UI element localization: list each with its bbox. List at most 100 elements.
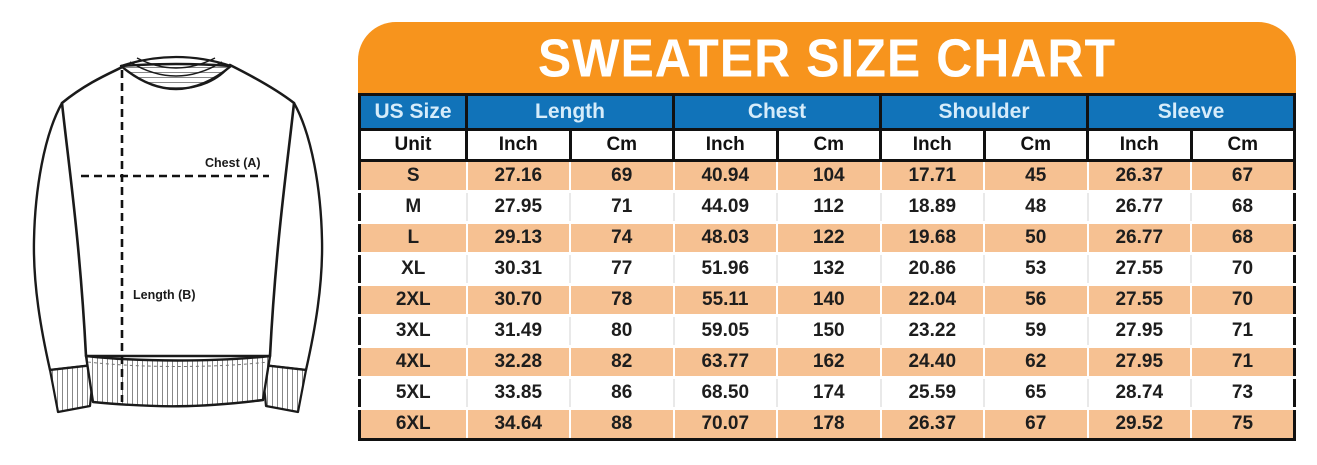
measurement-cell: 44.09: [672, 190, 777, 223]
unit-cell: Cm: [568, 128, 675, 162]
column-header-shoulder: Shoulder: [879, 93, 1089, 131]
size-row-3xl: 3XL 31.49 80 59.05 150 23.22 59 27.95 71: [359, 314, 1295, 347]
measurement-cell: 51.96: [672, 252, 777, 285]
measurement-cell: 27.95: [1086, 314, 1191, 347]
size-table: US Size Length Chest Shoulder Sleeve Uni…: [358, 93, 1296, 441]
size-row-m: M 27.95 71 44.09 112 18.89 48 26.77 68: [359, 190, 1295, 223]
size-row-l: L 29.13 74 48.03 122 19.68 50 26.77 68: [359, 221, 1295, 254]
measurement-cell: 71: [1190, 345, 1295, 378]
measurement-cell: 65: [983, 376, 1088, 409]
measurement-cell: 68.50: [672, 376, 777, 409]
measurement-cell: 28.74: [1086, 376, 1191, 409]
unit-header-row: Unit Inch Cm Inch Cm Inch Cm Inch Cm: [358, 128, 1296, 162]
measurement-cell: 132: [776, 252, 881, 285]
size-row-4xl: 4XL 32.28 82 63.77 162 24.40 62 27.95 71: [359, 345, 1295, 378]
size-table-body: S 27.16 69 40.94 104 17.71 45 26.37 67 M 27.95 71 44…: [359, 159, 1295, 440]
measurement-cell: 82: [569, 345, 674, 378]
measurement-cell: 29.52: [1086, 407, 1191, 440]
measurement-cell: 62: [983, 345, 1088, 378]
measurement-cell: 150: [776, 314, 881, 347]
size-row-s: S 27.16 69 40.94 104 17.71 45 26.37 67: [359, 159, 1295, 192]
length-label: Length (B): [133, 288, 195, 302]
unit-cell: Inch: [879, 128, 986, 162]
measurement-cell: 27.95: [1086, 345, 1191, 378]
unit-cell: Inch: [672, 128, 779, 162]
measurement-cell: 69: [569, 159, 674, 192]
measurement-cell: 59: [983, 314, 1088, 347]
measurement-cell: 29.13: [465, 221, 570, 254]
measurement-cell: 67: [1190, 159, 1295, 192]
measurement-cell: 178: [776, 407, 881, 440]
left-cuff: [48, 363, 96, 414]
measurement-cell: 17.71: [879, 159, 984, 192]
hem-band: [84, 354, 272, 408]
measurement-cell: 34.64: [465, 407, 570, 440]
size-label-cell: M: [359, 190, 467, 223]
collar-top-line: [120, 55, 232, 68]
group-header-row: US Size Length Chest Shoulder Sleeve: [358, 93, 1296, 131]
unit-cell: Cm: [982, 128, 1089, 162]
measurement-cell: 40.94: [672, 159, 777, 192]
measurement-cell: 20.86: [879, 252, 984, 285]
measurement-cell: 48: [983, 190, 1088, 223]
size-label-cell: 4XL: [359, 345, 467, 378]
measurement-cell: 88: [569, 407, 674, 440]
column-header-length: Length: [465, 93, 675, 131]
measurement-cell: 22.04: [879, 283, 984, 316]
column-header-us-size: US Size: [358, 93, 468, 131]
chest-label: Chest (A): [205, 156, 261, 170]
measurement-cell: 59.05: [672, 314, 777, 347]
unit-cell: Cm: [1189, 128, 1296, 162]
size-row-5xl: 5XL 33.85 86 68.50 174 25.59 65 28.74 73: [359, 376, 1295, 409]
title-banner: SWEATER SIZE CHART: [358, 22, 1296, 93]
measurement-cell: 77: [569, 252, 674, 285]
measurement-cell: 23.22: [879, 314, 984, 347]
right-cuff: [260, 363, 308, 414]
measurement-cell: 50: [983, 221, 1088, 254]
measurement-cell: 80: [569, 314, 674, 347]
size-label-cell: 3XL: [359, 314, 467, 347]
measurement-cell: 67: [983, 407, 1088, 440]
measurement-cell: 26.77: [1086, 190, 1191, 223]
sweater-diagram: Chest (A) Length (B): [32, 55, 324, 414]
unit-cell: Cm: [775, 128, 882, 162]
column-header-chest: Chest: [672, 93, 882, 131]
measurement-cell: 112: [776, 190, 881, 223]
unit-cell: Inch: [1086, 128, 1193, 162]
measurement-cell: 26.77: [1086, 221, 1191, 254]
measurement-cell: 140: [776, 283, 881, 316]
size-row-6xl: 6XL 34.64 88 70.07 178 26.37 67 29.52 75: [359, 407, 1295, 440]
measurement-cell: 27.55: [1086, 252, 1191, 285]
measurement-cell: 32.28: [465, 345, 570, 378]
size-row-2xl: 2XL 30.70 78 55.11 140 22.04 56 27.55 70: [359, 283, 1295, 316]
measurement-cell: 45: [983, 159, 1088, 192]
size-row-xl: XL 30.31 77 51.96 132 20.86 53 27.55 70: [359, 252, 1295, 285]
measurement-cell: 68: [1190, 190, 1295, 223]
measurement-cell: 70: [1190, 283, 1295, 316]
hem-stitch-line: [87, 361, 269, 367]
collar-back-line: [136, 57, 216, 69]
measurement-cell: 75: [1190, 407, 1295, 440]
measurement-cell: 71: [569, 190, 674, 223]
size-label-cell: XL: [359, 252, 467, 285]
measurement-cell: 18.89: [879, 190, 984, 223]
measurement-cell: 19.68: [879, 221, 984, 254]
measurement-cell: 27.55: [1086, 283, 1191, 316]
measurement-cell: 122: [776, 221, 881, 254]
sweater-body: [60, 63, 296, 358]
measurement-cell: 31.49: [465, 314, 570, 347]
measurement-cell: 26.37: [879, 407, 984, 440]
measurement-cell: 68: [1190, 221, 1295, 254]
size-label-cell: L: [359, 221, 467, 254]
size-label-cell: 2XL: [359, 283, 467, 316]
size-label-cell: S: [359, 159, 467, 192]
page-title: SWEATER SIZE CHART: [537, 27, 1117, 88]
measurement-cell: 56: [983, 283, 1088, 316]
measurement-cell: 174: [776, 376, 881, 409]
measurement-cell: 86: [569, 376, 674, 409]
measurement-cell: 53: [983, 252, 1088, 285]
measurement-cell: 70.07: [672, 407, 777, 440]
measurement-cell: 27.16: [465, 159, 570, 192]
size-label-cell: 5XL: [359, 376, 467, 409]
